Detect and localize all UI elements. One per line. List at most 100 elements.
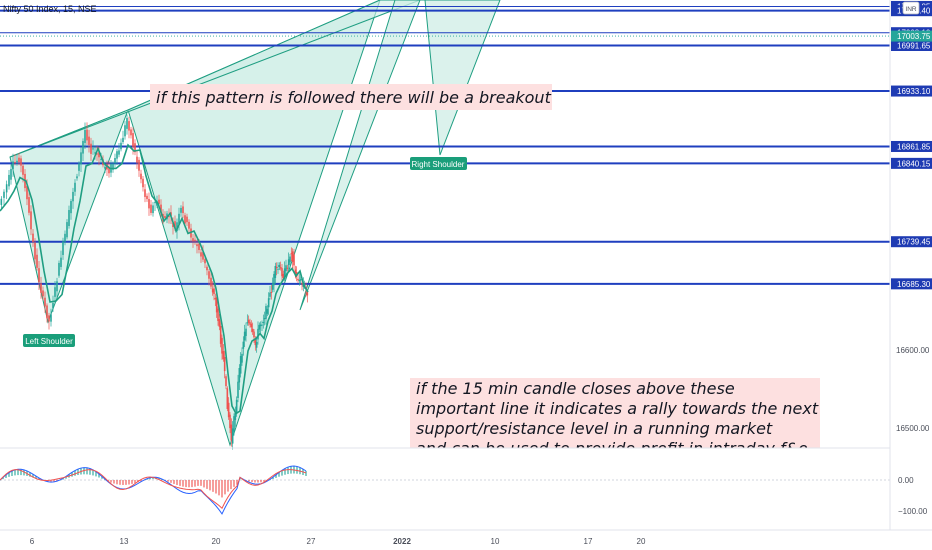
level-tag-text: 16861.85 [897,142,931,151]
histogram-bar [191,480,193,488]
top-annotation[interactable]: if this pattern is followed there will b… [150,84,552,110]
support-resistance-lines[interactable] [0,0,890,285]
level-tag-bg [891,85,932,97]
candle-body [98,151,100,158]
candle-body [249,322,251,325]
histogram-bar [113,480,115,484]
candle-body [229,414,231,429]
candle-body [295,272,298,276]
histogram-bar [95,471,97,477]
histogram-bar [248,480,250,482]
current-price-text: 17003.75 [897,32,931,41]
candle-body [180,207,182,213]
candle-body [128,121,130,131]
histogram-bar [53,480,55,482]
candle-body [108,166,110,174]
candle-body [182,206,184,214]
candle-body [223,357,226,372]
candle-body [144,189,146,197]
candle-body [58,262,60,276]
candle-body [18,157,20,162]
histogram-bar [89,468,91,475]
histogram-bar [182,480,184,487]
histogram-bar [134,480,136,484]
histogram-bar [128,480,130,485]
candle-body [200,252,202,257]
time-tick-label: 17 [584,537,593,546]
currency-badge[interactable]: INR [902,1,920,15]
histogram-bar [131,480,133,484]
candle-body [148,199,150,209]
level-tag-text: 16991.65 [897,41,931,50]
histogram-bar [227,480,229,492]
candle-body [44,297,46,307]
candle-body [251,328,254,332]
histogram-bar [200,480,202,486]
time-tick-label: 6 [30,537,35,546]
candle-body [273,273,275,286]
candle-body [74,182,76,192]
histogram-bar [284,468,286,475]
candle-body [225,376,227,387]
candle-body [294,269,297,276]
bottom-annotation[interactable]: if the 15 min candle closes above these … [410,378,820,458]
candle-body [154,202,156,204]
candle-body [188,221,190,229]
candle-body [30,211,32,230]
candle-body [16,160,18,163]
histogram-bar [167,480,169,482]
histogram-bar [152,477,154,480]
candle-body [215,297,218,313]
level-tag-text: 16739.45 [897,238,931,247]
time-tick-label: 2022 [393,537,411,546]
candle-body [246,322,249,324]
candle-body [298,280,301,282]
candle-body [211,288,214,293]
histogram-bar [146,478,148,480]
candle-body [306,291,309,296]
candle-body [0,198,3,205]
histogram-bar [158,477,160,480]
left-shoulder-label[interactable]: Left Shoulder [23,334,75,347]
candle-body [301,283,303,285]
candle-body [140,173,142,180]
bottom-annotation-line-3: support/resistance level in a running ma… [416,419,773,438]
histogram-bar [233,480,235,487]
price-tick-label: 16500.00 [896,424,930,433]
candle-body [72,191,74,202]
time-axis[interactable]: 6 13 20 27 2022 10 17 20 [30,537,646,546]
candle-body [28,197,30,213]
histogram-bar [176,480,178,485]
histogram-bar [185,480,187,488]
candle-body [186,216,188,223]
candle-body [178,213,180,225]
bottom-annotation-line-4: and can be used to provide profit in int… [416,439,808,458]
candle-body [158,199,160,204]
oscillator-pane[interactable] [0,465,890,515]
histogram-bar [86,467,88,475]
histogram-bar [281,470,283,476]
level-price-tag: 16685.30 [891,278,932,290]
histogram-bar [65,476,67,479]
left-shoulder-text: Left Shoulder [25,337,73,346]
candle-body [263,317,266,320]
candle-body [164,216,166,219]
candle-body [174,221,176,229]
level-price-tag: 16933.10 [891,85,932,97]
level-tag-text: 16685.30 [897,280,931,289]
candle-body [254,338,257,346]
candle-body [146,195,148,200]
candle-body [279,267,282,269]
candle-body [70,200,72,214]
level-tag-bg [891,39,932,51]
right-shoulder-label[interactable]: Right Shoulder [410,157,467,170]
histogram-bar [50,480,52,482]
candle-body [266,308,269,314]
candle-body [160,204,162,214]
candle-body [235,399,238,414]
histogram-bar [203,480,205,488]
histogram-bar [254,480,256,483]
candle-body [60,257,62,267]
candle-body [231,428,234,444]
